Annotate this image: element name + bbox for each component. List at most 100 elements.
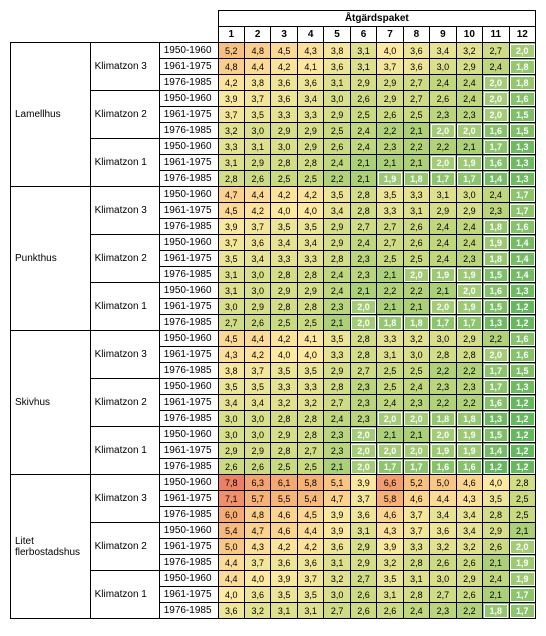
value-cell: 1,6 xyxy=(483,283,509,299)
value-cell: 2,4 xyxy=(324,283,350,299)
value-cell: 3,4 xyxy=(430,43,456,59)
value-cell: 2,5 xyxy=(403,251,429,267)
value-cell: 2,6 xyxy=(403,219,429,235)
value-cell: 3,6 xyxy=(271,555,297,571)
value-cell: 1,7 xyxy=(430,315,456,331)
value-cell: 2,6 xyxy=(377,603,403,619)
value-cell: 2,9 xyxy=(271,283,297,299)
value-cell: 1,3 xyxy=(509,379,535,395)
value-cell: 2,5 xyxy=(271,315,297,331)
value-cell: 1,8 xyxy=(430,411,456,427)
value-cell: 2,7 xyxy=(324,395,350,411)
value-cell: 4,2 xyxy=(271,539,297,555)
value-cell: 1,8 xyxy=(509,75,535,91)
value-cell: 1,3 xyxy=(509,283,535,299)
value-cell: 1,3 xyxy=(509,171,535,187)
blank-corner xyxy=(11,11,219,27)
table-row: Klimatzon 21950-19603,93,73,63,43,02,62,… xyxy=(11,91,536,107)
value-cell: 3,3 xyxy=(377,203,403,219)
value-cell: 2,4 xyxy=(483,187,509,203)
value-cell: 2,2 xyxy=(430,395,456,411)
value-cell: 4,2 xyxy=(271,187,297,203)
value-cell: 2,3 xyxy=(456,251,482,267)
value-cell: 1,2 xyxy=(483,459,509,475)
value-cell: 1,7 xyxy=(509,203,535,219)
value-cell: 4,7 xyxy=(244,523,270,539)
value-cell: 3,3 xyxy=(218,139,244,155)
value-cell: 1,6 xyxy=(509,91,535,107)
value-cell: 5,0 xyxy=(430,475,456,491)
period-label: 1950-1960 xyxy=(159,475,218,491)
value-cell: 1,8 xyxy=(509,59,535,75)
value-cell: 1,7 xyxy=(456,315,482,331)
zone-label: Klimatzon 2 xyxy=(90,235,159,283)
value-cell: 1,5 xyxy=(509,107,535,123)
value-cell: 3,3 xyxy=(271,251,297,267)
value-cell: 2,8 xyxy=(350,347,376,363)
value-cell: 2,4 xyxy=(403,379,429,395)
value-cell: 1,7 xyxy=(483,363,509,379)
value-cell: 1,7 xyxy=(377,459,403,475)
value-cell: 3,1 xyxy=(403,203,429,219)
value-cell: 2,1 xyxy=(324,315,350,331)
value-cell: 3,3 xyxy=(297,379,323,395)
value-cell: 2,3 xyxy=(430,379,456,395)
table-row: PunkthusKlimatzon 31950-19604,74,44,24,2… xyxy=(11,187,536,203)
value-cell: 2,5 xyxy=(297,315,323,331)
period-label: 1961-1975 xyxy=(159,587,218,603)
value-cell: 5,0 xyxy=(218,539,244,555)
value-cell: 2,4 xyxy=(377,395,403,411)
value-cell: 4,2 xyxy=(271,331,297,347)
value-cell: 4,4 xyxy=(244,187,270,203)
value-cell: 3,0 xyxy=(430,331,456,347)
value-cell: 2,0 xyxy=(350,299,376,315)
period-label: 1961-1975 xyxy=(159,395,218,411)
value-cell: 4,2 xyxy=(244,203,270,219)
value-cell: 4,4 xyxy=(297,523,323,539)
period-label: 1976-1985 xyxy=(159,171,218,187)
value-cell: 3,1 xyxy=(377,587,403,603)
value-cell: 3,8 xyxy=(218,363,244,379)
value-cell: 3,2 xyxy=(456,539,482,555)
period-label: 1976-1985 xyxy=(159,123,218,139)
value-cell: 2,8 xyxy=(456,347,482,363)
value-cell: 3,0 xyxy=(403,347,429,363)
value-cell: 3,1 xyxy=(377,347,403,363)
value-cell: 2,5 xyxy=(350,107,376,123)
value-cell: 3,0 xyxy=(244,123,270,139)
value-cell: 4,5 xyxy=(271,43,297,59)
value-cell: 2,3 xyxy=(350,395,376,411)
period-label: 1976-1985 xyxy=(159,603,218,619)
value-cell: 3,4 xyxy=(456,523,482,539)
value-cell: 2,7 xyxy=(403,91,429,107)
value-cell: 2,6 xyxy=(244,315,270,331)
value-cell: 3,1 xyxy=(218,283,244,299)
value-cell: 2,0 xyxy=(350,459,376,475)
value-cell: 3,0 xyxy=(271,139,297,155)
value-cell: 1,9 xyxy=(456,427,482,443)
value-cell: 1,8 xyxy=(456,411,482,427)
value-cell: 1,8 xyxy=(483,251,509,267)
value-cell: 5,4 xyxy=(218,523,244,539)
value-cell: 4,7 xyxy=(324,491,350,507)
period-label: 1961-1975 xyxy=(159,107,218,123)
table-row: Klimatzon 11950-19603,33,13,02,92,62,42,… xyxy=(11,139,536,155)
value-cell: 1,7 xyxy=(403,459,429,475)
value-cell: 4,4 xyxy=(244,59,270,75)
value-cell: 1,7 xyxy=(509,187,535,203)
value-cell: 4,6 xyxy=(403,491,429,507)
value-cell: 2,6 xyxy=(350,603,376,619)
value-cell: 2,1 xyxy=(324,459,350,475)
value-cell: 3,7 xyxy=(244,363,270,379)
value-cell: 3,7 xyxy=(297,571,323,587)
value-cell: 2,7 xyxy=(403,75,429,91)
value-cell: 2,9 xyxy=(324,219,350,235)
value-cell: 2,9 xyxy=(244,443,270,459)
value-cell: 2,9 xyxy=(218,443,244,459)
value-cell: 2,7 xyxy=(350,219,376,235)
value-cell: 3,5 xyxy=(271,363,297,379)
value-cell: 4,3 xyxy=(218,347,244,363)
value-cell: 2,9 xyxy=(483,523,509,539)
building-label: Lamellhus xyxy=(11,43,91,187)
value-cell: 1,8 xyxy=(483,219,509,235)
